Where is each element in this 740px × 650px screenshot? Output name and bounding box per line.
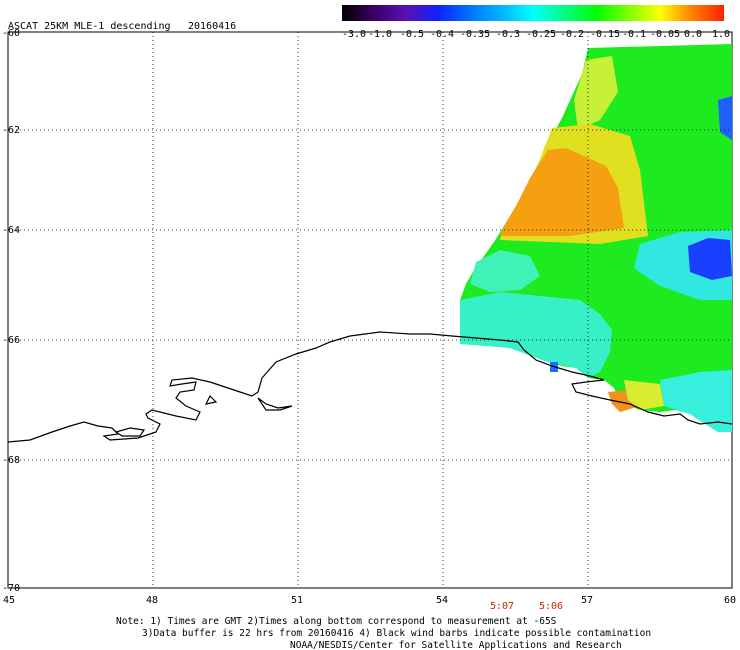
lon-label-54: 54	[436, 595, 448, 606]
note-line-2: 3)Data buffer is 22 hrs from 20160416 4)…	[142, 628, 651, 639]
scale-label-11: 0.0	[684, 29, 702, 40]
wind-field-yellow-patch	[624, 380, 664, 410]
wind-field-blue-edge	[718, 96, 732, 140]
wind-field-cyan-south	[460, 292, 612, 378]
note-line-3: NOAA/NESDIS/Center for Satellite Applica…	[290, 640, 622, 650]
note-line-1: Note: 1) Times are GMT 2)Times along bot…	[116, 616, 557, 627]
lon-label-48: 48	[146, 595, 158, 606]
latitude-labels: -60 -62 -64 -66 -68 -70	[2, 28, 20, 594]
lon-label-57: 57	[581, 595, 593, 606]
time-label-0: 5:07	[490, 601, 514, 612]
scale-label-1: -1.0	[368, 29, 392, 40]
scale-label-5: -0.3	[496, 29, 520, 40]
scale-label-3: -0.4	[430, 29, 454, 40]
wind-field-yellow-north	[574, 56, 618, 130]
wind-field-cyan-southeast	[660, 370, 732, 432]
lat-label-68: -68	[2, 455, 20, 466]
wind-field-blue-core	[688, 238, 732, 280]
wind-field-orange-core	[500, 148, 624, 236]
antarctic-coastline	[8, 331, 732, 443]
map-date: 20160416	[188, 21, 236, 32]
map-title: ASCAT 25KM MLE-1 descending	[8, 21, 171, 32]
color-scale-labels: -3.0 -1.0 -0.5 -0.4 -0.35 -0.3 -0.25 -0.…	[342, 29, 730, 40]
scale-label-6: -0.25	[526, 29, 556, 40]
lat-label-60: -60	[2, 28, 20, 39]
lon-label-60: 60	[724, 595, 736, 606]
scale-label-10: -0.05	[650, 29, 680, 40]
scale-label-2: -0.5	[400, 29, 424, 40]
scale-label-8: -0.15	[590, 29, 620, 40]
scale-label-4: -0.35	[460, 29, 490, 40]
lat-label-62: -62	[2, 125, 20, 136]
scale-label-7: -0.2	[560, 29, 584, 40]
lon-label-45: 45	[3, 595, 15, 606]
graticule	[8, 32, 732, 588]
lon-label-51: 51	[291, 595, 303, 606]
wind-data-field	[460, 44, 732, 432]
lat-label-64: -64	[2, 225, 20, 236]
lat-label-66: -66	[2, 335, 20, 346]
scale-label-12: 1.0	[712, 29, 730, 40]
lat-label-70: -70	[2, 583, 20, 594]
scale-label-9: -0.1	[622, 29, 646, 40]
color-scale-bar	[342, 5, 724, 21]
scale-label-0: -3.0	[342, 29, 366, 40]
time-label-1: 5:06	[539, 601, 563, 612]
wind-field-cyan-west	[470, 250, 540, 292]
color-scale-gradient	[342, 5, 724, 21]
longitude-labels: 45 48 51 54 57 60	[3, 595, 736, 606]
